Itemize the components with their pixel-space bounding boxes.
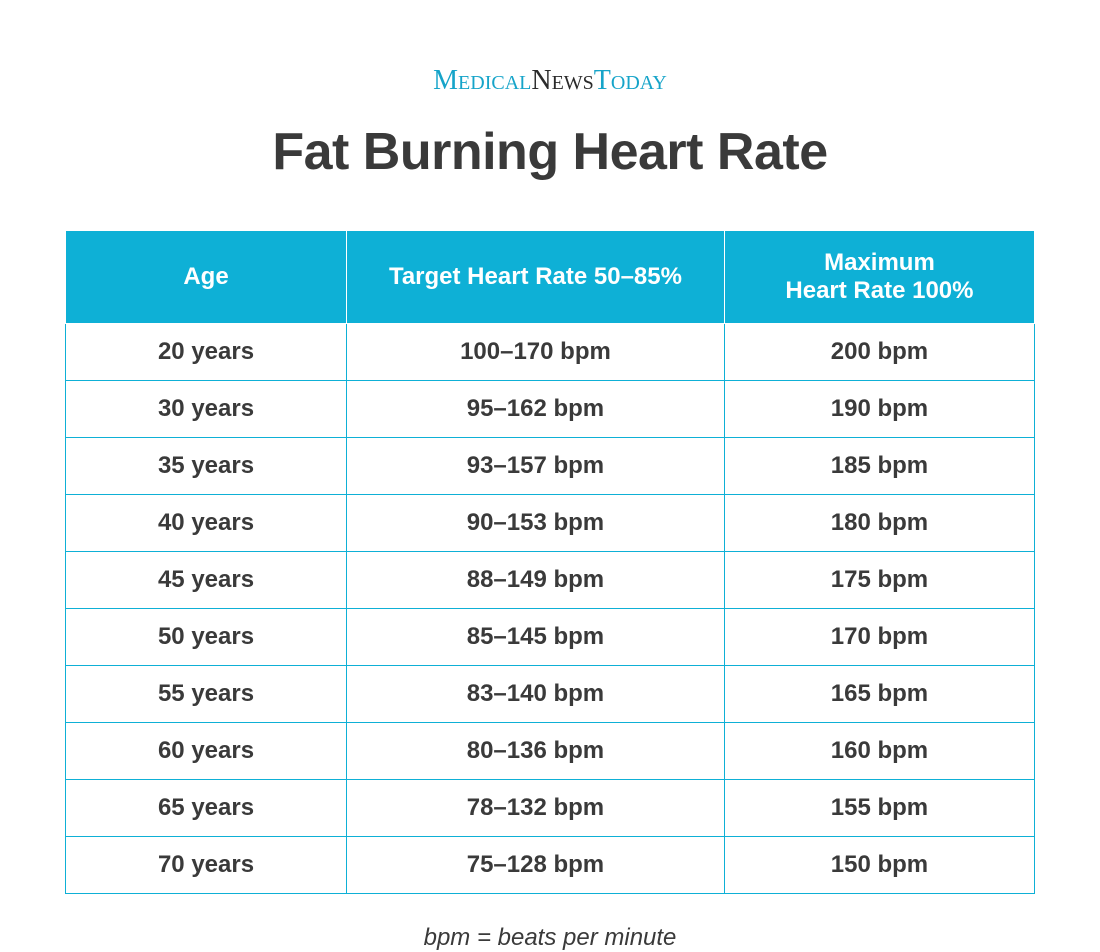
table-header-row: Age Target Heart Rate 50–85% Maximum Hea… [66,231,1035,324]
cell-target: 78–132 bpm [347,780,725,837]
table-row: 70 years75–128 bpm150 bpm [66,837,1035,894]
table-row: 65 years78–132 bpm155 bpm [66,780,1035,837]
cell-max: 185 bpm [724,438,1034,495]
cell-max: 190 bpm [724,381,1034,438]
table-row: 20 years100–170 bpm200 bpm [66,324,1035,381]
cell-max: 160 bpm [724,723,1034,780]
cell-age: 70 years [66,837,347,894]
page: MedicalNewsToday Fat Burning Heart Rate … [0,0,1100,932]
heart-rate-table: Age Target Heart Rate 50–85% Maximum Hea… [65,230,1035,894]
page-title: Fat Burning Heart Rate [272,122,827,182]
col-header-max-line2: Heart Rate 100% [735,277,1024,305]
brand-part-news: News [531,65,593,96]
cell-max: 170 bpm [724,609,1034,666]
cell-age: 30 years [66,381,347,438]
cell-age: 45 years [66,552,347,609]
cell-max: 200 bpm [724,324,1034,381]
col-header-target: Target Heart Rate 50–85% [347,231,725,324]
cell-age: 40 years [66,495,347,552]
cell-max: 155 bpm [724,780,1034,837]
col-header-max-line1: Maximum [824,249,935,276]
cell-target: 80–136 bpm [347,723,725,780]
cell-age: 20 years [66,324,347,381]
cell-max: 165 bpm [724,666,1034,723]
cell-target: 100–170 bpm [347,324,725,381]
col-header-max: Maximum Heart Rate 100% [724,231,1034,324]
cell-age: 50 years [66,609,347,666]
table-row: 55 years83–140 bpm165 bpm [66,666,1035,723]
cell-target: 90–153 bpm [347,495,725,552]
col-header-age: Age [66,231,347,324]
table-row: 45 years88–149 bpm175 bpm [66,552,1035,609]
brand-part-today: Today [594,65,667,96]
cell-age: 60 years [66,723,347,780]
brand-logo: MedicalNewsToday [433,65,667,97]
cell-target: 85–145 bpm [347,609,725,666]
cell-age: 65 years [66,780,347,837]
cell-target: 88–149 bpm [347,552,725,609]
table-row: 30 years95–162 bpm190 bpm [66,381,1035,438]
cell-target: 83–140 bpm [347,666,725,723]
cell-max: 180 bpm [724,495,1034,552]
table-row: 35 years93–157 bpm185 bpm [66,438,1035,495]
table-body: 20 years100–170 bpm200 bpm30 years95–162… [66,324,1035,894]
table-row: 50 years85–145 bpm170 bpm [66,609,1035,666]
cell-max: 150 bpm [724,837,1034,894]
cell-age: 55 years [66,666,347,723]
cell-target: 93–157 bpm [347,438,725,495]
cell-target: 75–128 bpm [347,837,725,894]
cell-target: 95–162 bpm [347,381,725,438]
brand-part-medical: Medical [433,65,531,96]
cell-max: 175 bpm [724,552,1034,609]
table-row: 40 years90–153 bpm180 bpm [66,495,1035,552]
table-row: 60 years80–136 bpm160 bpm [66,723,1035,780]
cell-age: 35 years [66,438,347,495]
footnote: bpm = beats per minute [424,924,677,952]
